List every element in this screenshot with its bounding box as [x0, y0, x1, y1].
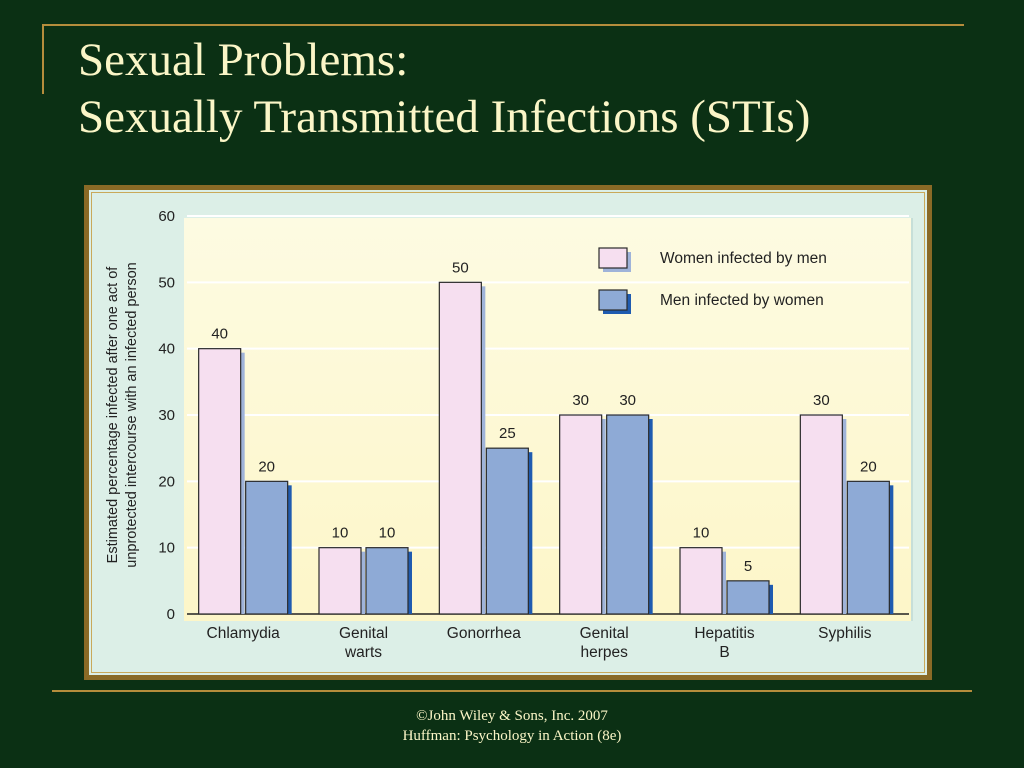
bar-women	[559, 414, 603, 615]
x-tick-label: Genital	[339, 625, 388, 642]
copyright-text: ©John Wiley & Sons, Inc. 2007	[416, 708, 608, 724]
bar-women	[318, 547, 362, 615]
y-tick-label: 20	[158, 473, 175, 490]
data-label: 40	[211, 326, 228, 343]
bar-women	[679, 547, 723, 615]
bar-men	[846, 480, 890, 615]
y-tick-label: 50	[158, 274, 175, 291]
frame-rule-left	[42, 24, 44, 94]
x-tick-label: Genital	[580, 625, 629, 642]
data-label: 10	[379, 525, 396, 542]
legend-label: Women infected by men	[660, 250, 827, 267]
book-credit-text: Huffman: Psychology in Action (8e)	[402, 728, 622, 744]
plot-area	[184, 218, 913, 621]
data-label: 20	[258, 458, 275, 475]
data-label: 10	[693, 525, 710, 542]
data-label: 30	[813, 392, 830, 409]
x-tick-label: Gonorrhea	[447, 625, 521, 642]
footer-rule	[52, 690, 972, 692]
bar-men	[726, 580, 770, 615]
x-tick-label: herpes	[580, 644, 628, 661]
y-tick-label: 60	[158, 208, 175, 225]
data-label: 5	[744, 558, 752, 575]
y-axis-label: Estimated percentage infected after one …	[105, 262, 140, 568]
x-tick-label: warts	[344, 644, 382, 661]
bar-women	[198, 348, 242, 615]
footer: ©John Wiley & Sons, Inc. 2007 Huffman: P…	[0, 706, 1024, 746]
slide-title: Sexual Problems: Sexually Transmitted In…	[78, 32, 810, 146]
x-tick-label: B	[719, 644, 729, 661]
data-label: 10	[332, 525, 349, 542]
legend-label: Men infected by women	[660, 292, 824, 309]
bar-men	[606, 414, 650, 615]
x-tick-label: Hepatitis	[694, 625, 755, 642]
y-tick-label: 30	[158, 407, 175, 424]
bar-women	[799, 414, 843, 615]
bar-chart: 0 10 20 30 40 50 60 Estimated percentage infect…	[105, 208, 909, 661]
bar-men	[485, 447, 529, 615]
chart-panel: 0 10 20 30 40 50 60 Estimated percentage infect…	[84, 185, 932, 680]
bar-men	[245, 480, 289, 615]
x-tick-label: Syphilis	[818, 625, 872, 642]
data-label: 30	[619, 392, 636, 409]
legend-swatch-men	[598, 289, 628, 311]
title-line-1: Sexual Problems:	[78, 34, 409, 86]
y-tick-label: 0	[167, 606, 175, 623]
data-label: 25	[499, 425, 516, 442]
y-axis-label-line-2: unprotected intercourse with an infected…	[124, 262, 140, 568]
title-line-2: Sexually Transmitted Infections (STIs)	[78, 91, 811, 143]
data-label: 50	[452, 259, 469, 276]
bar-men	[365, 547, 409, 615]
data-label: 30	[572, 392, 589, 409]
x-tick-label: Chlamydia	[207, 625, 281, 642]
y-axis-label-line-1: Estimated percentage infected after one …	[105, 266, 121, 564]
frame-rule-top	[42, 24, 964, 26]
y-tick-label: 40	[158, 341, 175, 358]
y-tick-label: 10	[158, 540, 175, 557]
legend-swatch-women	[598, 247, 628, 269]
data-label: 20	[860, 458, 877, 475]
bar-women	[438, 281, 482, 615]
